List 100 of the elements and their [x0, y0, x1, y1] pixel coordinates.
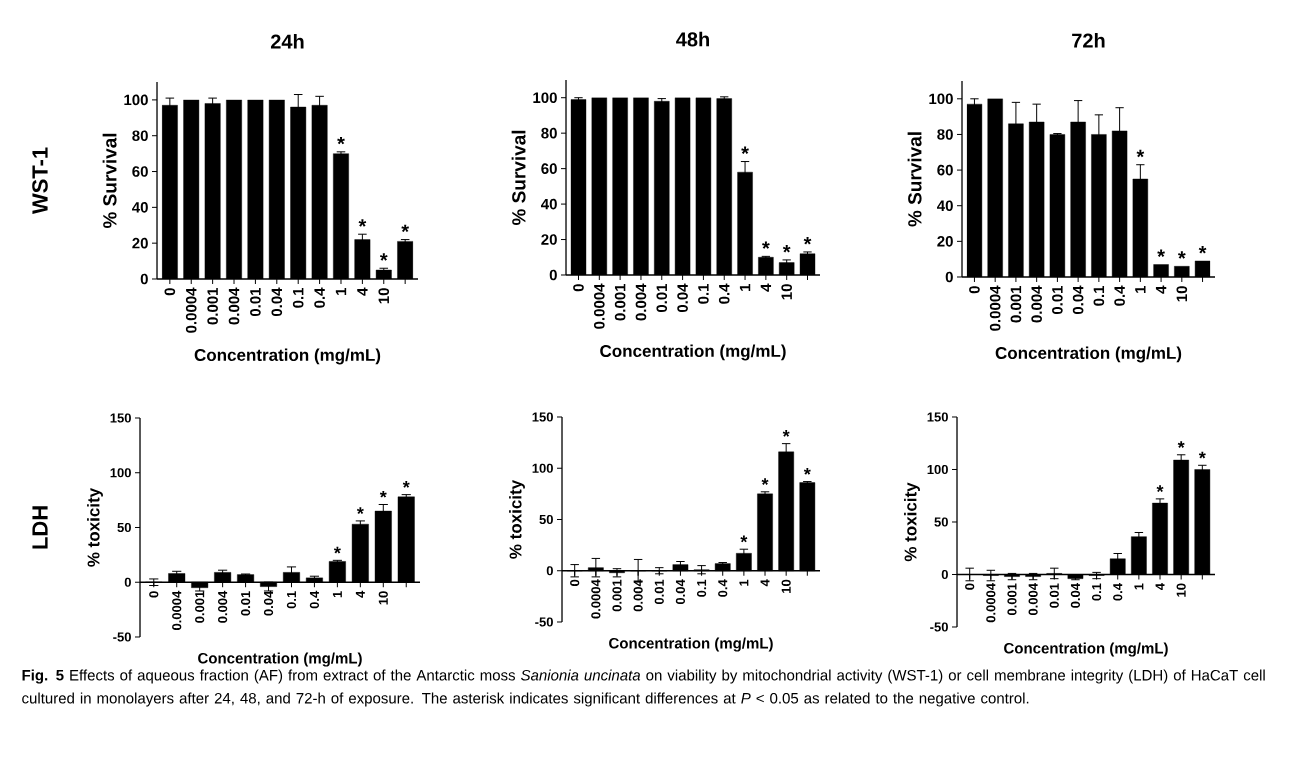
- x-tick-label: 0: [965, 583, 975, 590]
- data-label: *: [1177, 441, 1185, 448]
- x-axis-title: Concentration (mg/mL): [609, 637, 773, 652]
- data-label: *: [1156, 485, 1164, 492]
- y-tick-label: 80: [541, 127, 557, 139]
- x-tick-label: 1: [739, 283, 751, 291]
- x-tick-label: 0: [164, 288, 176, 296]
- data-label: *: [740, 535, 748, 543]
- x-tick-label: 0.04: [263, 590, 274, 616]
- y-axis-title: % toxicity: [509, 479, 525, 559]
- x-tick-label: 0.4: [314, 287, 325, 308]
- x-tick-label: 0: [969, 286, 980, 294]
- y-tick-label: 100: [124, 94, 148, 106]
- x-tick-label: 0: [149, 591, 159, 598]
- x-tick-label: 0.04: [1072, 285, 1084, 315]
- x-tick-label: 0.001: [1007, 583, 1017, 616]
- x-tick-label: 0.1: [292, 287, 304, 308]
- x-tick-label: 0.0004: [989, 285, 1001, 331]
- y-axis-title: % toxicity: [87, 487, 103, 567]
- y-tick-label: 100: [110, 468, 131, 478]
- x-tick-label: 0.01: [1052, 285, 1063, 315]
- x-axis-title: Concentration (mg/mL): [600, 344, 786, 361]
- text: LDH: [32, 506, 48, 549]
- y-tick-label: 0: [546, 566, 553, 576]
- x-axis-title: Concentration (mg/mL): [995, 346, 1182, 363]
- x-tick-label: 0.0004: [185, 287, 197, 333]
- data-label: *: [782, 244, 791, 253]
- y-tick-label: 40: [937, 200, 953, 212]
- y-tick-label: 20: [132, 237, 148, 249]
- x-tick-label: 0.4: [1113, 583, 1123, 601]
- x-tick-label: 0.001: [614, 283, 626, 321]
- y-tick-label: 20: [541, 234, 557, 245]
- y-tick-label: -50: [113, 632, 131, 642]
- x-tick-label: 1: [739, 579, 749, 586]
- x-tick-label: 0.01: [240, 591, 251, 616]
- x-tick-label: 1: [335, 287, 347, 295]
- x-tick-label: 0.01: [656, 283, 668, 313]
- x-tick-label: 0.1: [1091, 583, 1102, 601]
- data-label: *: [803, 467, 811, 475]
- x-tick-label: 0.004: [635, 283, 647, 321]
- x-tick-label: 0.4: [718, 579, 728, 597]
- y-tick-label: 60: [541, 163, 557, 174]
- x-tick-label: 0.1: [698, 283, 709, 304]
- y-tick-label: 50: [117, 522, 131, 533]
- y-tick-label: -50: [930, 622, 948, 632]
- data-label: *: [356, 507, 364, 515]
- y-axis-title: % Survival: [511, 130, 526, 226]
- x-tick-label: 0.004: [1031, 285, 1042, 323]
- x-tick-label: 0.1: [696, 579, 707, 597]
- y-tick-label: 60: [132, 166, 148, 177]
- x-tick-label: 4: [760, 283, 772, 292]
- x-tick-label: 0.1: [1093, 285, 1105, 306]
- x-axis-title: Concentration (mg/mL): [194, 348, 381, 365]
- x-tick-label: 1: [332, 591, 342, 598]
- x-tick-label: 4: [1155, 583, 1165, 591]
- text: Fig. 5 Effects of aqueous fraction (AF) from extract of the Antarctic moss Sanionia uncinata on viability by mitochondrial activity (WST-1) or cell membrane integrity (LDH) of HaCaT cell cultured in monolayers after 24, 48, and 72-h of exposure. The asterisk indicates significant differences at P < 0.05 as related to the negative control.: [22, 669, 1265, 707]
- y-tick-label: 80: [132, 130, 148, 142]
- x-tick-label: 0.001: [612, 579, 622, 612]
- x-tick-label: 0.1: [286, 591, 297, 609]
- x-tick-label: 0.01: [1049, 583, 1059, 608]
- y-tick-label: 0: [549, 269, 557, 281]
- x-tick-label: 10: [1176, 286, 1188, 302]
- chart-title: 72h: [1072, 32, 1105, 48]
- data-label: *: [782, 430, 790, 437]
- x-tick-label: 0.0004: [986, 583, 996, 623]
- data-label: *: [1198, 451, 1206, 459]
- x-tick-label: 0.004: [228, 287, 240, 325]
- y-tick-label: 40: [132, 202, 148, 213]
- y-tick-label: 150: [532, 412, 553, 422]
- data-label: *: [1178, 251, 1186, 259]
- x-tick-label: 10: [1176, 583, 1186, 597]
- data-label: *: [741, 146, 749, 155]
- x-tick-label: 4: [760, 579, 770, 587]
- data-label: *: [337, 136, 345, 145]
- x-tick-label: 0.004: [1028, 583, 1038, 616]
- x-tick-label: 0.004: [218, 590, 228, 623]
- x-tick-label: 4: [355, 590, 365, 598]
- y-axis-title: % Survival: [907, 132, 922, 227]
- y-axis-title: % toxicity: [904, 482, 920, 562]
- y-tick-label: -50: [535, 617, 553, 627]
- x-tick-label: 0.01: [250, 287, 261, 317]
- chart-title: 24h: [270, 33, 304, 49]
- y-tick-label: 100: [929, 93, 953, 105]
- y-tick-label: 50: [934, 517, 948, 527]
- data-label: *: [333, 546, 341, 554]
- data-label: *: [803, 236, 812, 245]
- x-axis-title: Concentration (mg/mL): [1004, 642, 1168, 657]
- x-tick-label: 10: [378, 288, 390, 304]
- x-tick-label: 0.4: [1114, 285, 1125, 306]
- x-tick-label: 0.04: [1070, 583, 1081, 608]
- data-label: *: [401, 224, 410, 233]
- data-label: *: [761, 478, 769, 485]
- x-tick-label: 0.04: [271, 287, 283, 317]
- y-tick-label: 20: [937, 236, 953, 247]
- x-tick-label: 0.001: [1010, 285, 1022, 323]
- data-label: *: [1136, 149, 1145, 158]
- x-tick-label: 0.0004: [591, 579, 601, 619]
- data-label: *: [1198, 246, 1207, 254]
- x-tick-label: 4: [1155, 285, 1167, 294]
- data-label: *: [379, 490, 387, 498]
